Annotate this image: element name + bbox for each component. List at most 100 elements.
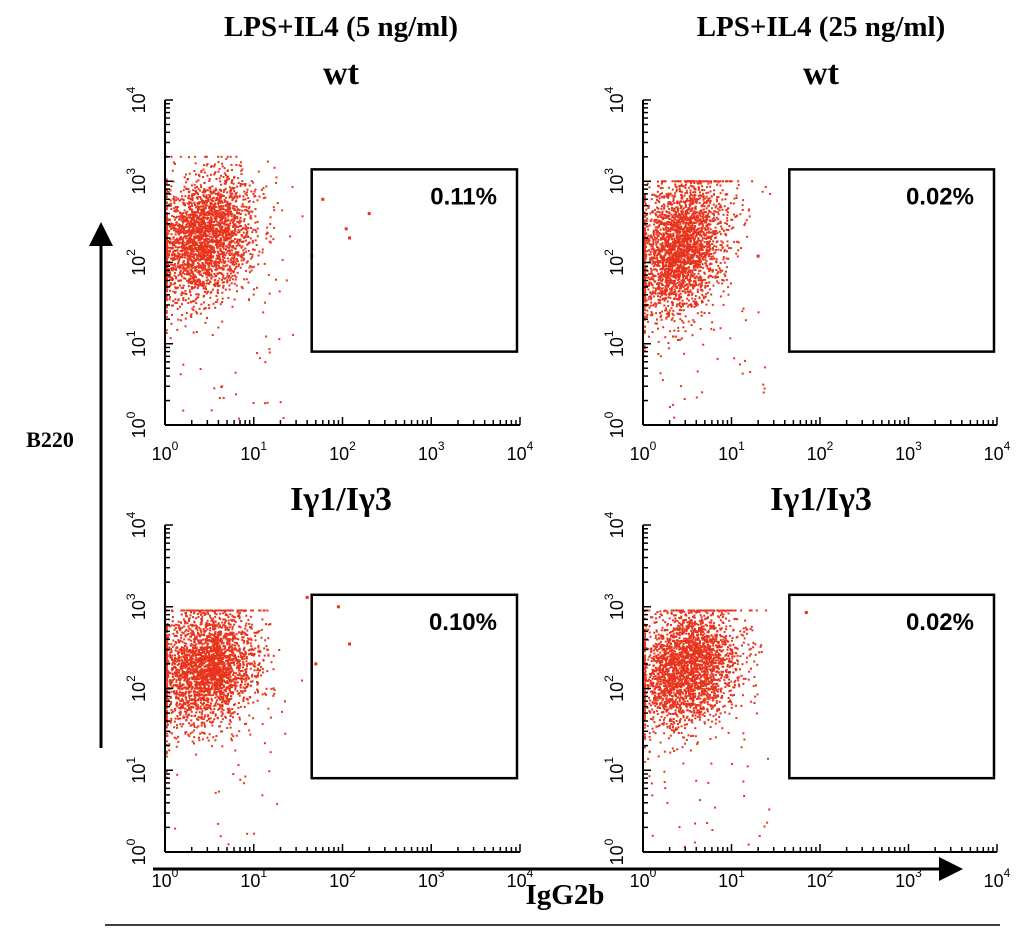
event-dot xyxy=(165,237,168,240)
event-dot xyxy=(706,186,708,189)
event-dot xyxy=(169,240,172,243)
event-dot xyxy=(683,249,686,252)
event-dot xyxy=(216,220,219,223)
event-dot xyxy=(192,260,195,262)
event-dot xyxy=(211,256,214,259)
event-dot xyxy=(665,251,668,253)
event-dot xyxy=(178,238,181,241)
event-dot xyxy=(165,258,168,261)
event-dot xyxy=(198,225,201,228)
event-dot xyxy=(209,257,212,260)
event-dot xyxy=(194,190,197,193)
event-dot xyxy=(195,230,198,233)
event-dot xyxy=(666,313,669,315)
event-dot xyxy=(189,272,192,275)
event-dot xyxy=(176,249,179,252)
event-dot xyxy=(191,261,194,264)
event-dot xyxy=(687,285,690,288)
event-dot xyxy=(232,217,235,219)
event-dot xyxy=(221,267,224,270)
event-dot xyxy=(725,257,728,260)
event-dot xyxy=(693,210,696,213)
event-dot xyxy=(670,265,673,268)
event-dot xyxy=(244,183,247,185)
event-dot xyxy=(651,262,654,265)
event-dot xyxy=(671,267,674,270)
event-dot xyxy=(672,232,675,235)
event-dot xyxy=(659,272,662,275)
column-title-right: LPS+IL4 (25 ng/ml) xyxy=(697,11,946,43)
event-dot xyxy=(647,207,650,209)
event-dot xyxy=(694,237,696,240)
event-dot xyxy=(670,228,673,231)
event-dot xyxy=(197,179,200,182)
event-dot xyxy=(190,233,193,236)
event-dot xyxy=(187,220,189,223)
event-dot xyxy=(184,269,187,272)
event-dot xyxy=(684,225,687,228)
event-dot xyxy=(689,243,692,246)
event-dot xyxy=(707,284,709,287)
event-dot xyxy=(650,271,653,274)
event-dot xyxy=(663,238,666,241)
event-dot xyxy=(245,206,248,209)
event-dot xyxy=(703,201,706,204)
event-dot xyxy=(198,229,201,232)
event-dot xyxy=(706,228,709,231)
event-dot xyxy=(206,198,209,201)
event-dot xyxy=(704,245,707,248)
event-dot xyxy=(212,235,215,238)
event-dot xyxy=(232,182,235,185)
event-dot xyxy=(663,195,665,198)
event-dot xyxy=(213,260,216,263)
event-dot xyxy=(224,187,227,190)
event-dot xyxy=(205,273,207,276)
event-dot xyxy=(206,278,209,281)
event-dot xyxy=(224,228,227,231)
event-dot xyxy=(190,219,193,221)
event-dot xyxy=(680,211,683,214)
event-dot xyxy=(649,267,652,270)
event-dot xyxy=(205,235,208,238)
event-dot xyxy=(658,224,661,227)
event-dot xyxy=(692,287,695,290)
event-dot xyxy=(689,248,691,251)
event-dot xyxy=(746,235,749,238)
event-dot xyxy=(674,240,676,243)
event-dot xyxy=(696,291,699,293)
event-dot xyxy=(209,281,212,284)
event-dot xyxy=(169,289,171,292)
event-dot xyxy=(198,201,201,204)
event-dot xyxy=(650,248,653,251)
event-dot xyxy=(694,188,697,191)
event-dot xyxy=(182,217,185,220)
event-dot xyxy=(233,254,236,257)
event-dot xyxy=(654,261,657,264)
event-dot xyxy=(193,213,196,216)
event-dot xyxy=(708,180,711,183)
event-dot xyxy=(196,207,199,210)
event-dot xyxy=(678,284,681,286)
event-dot xyxy=(219,244,221,247)
event-dot xyxy=(691,334,694,337)
event-dot xyxy=(234,217,236,220)
event-dot xyxy=(238,222,241,225)
event-dot xyxy=(200,225,203,228)
event-dot xyxy=(265,185,268,188)
event-dot xyxy=(712,233,715,236)
event-dot xyxy=(223,172,226,175)
event-dot xyxy=(222,216,225,219)
event-dot xyxy=(247,207,250,210)
event-dot xyxy=(235,244,238,247)
event-dot xyxy=(201,256,204,259)
event-dot xyxy=(699,194,702,197)
event-dot xyxy=(185,242,188,245)
event-dot xyxy=(702,279,705,282)
event-dot xyxy=(664,180,667,183)
event-dot xyxy=(235,241,238,244)
event-dot xyxy=(214,232,217,235)
event-dot xyxy=(165,295,168,298)
event-dot xyxy=(232,260,235,263)
event-dot xyxy=(231,235,234,237)
event-dot xyxy=(201,202,204,205)
